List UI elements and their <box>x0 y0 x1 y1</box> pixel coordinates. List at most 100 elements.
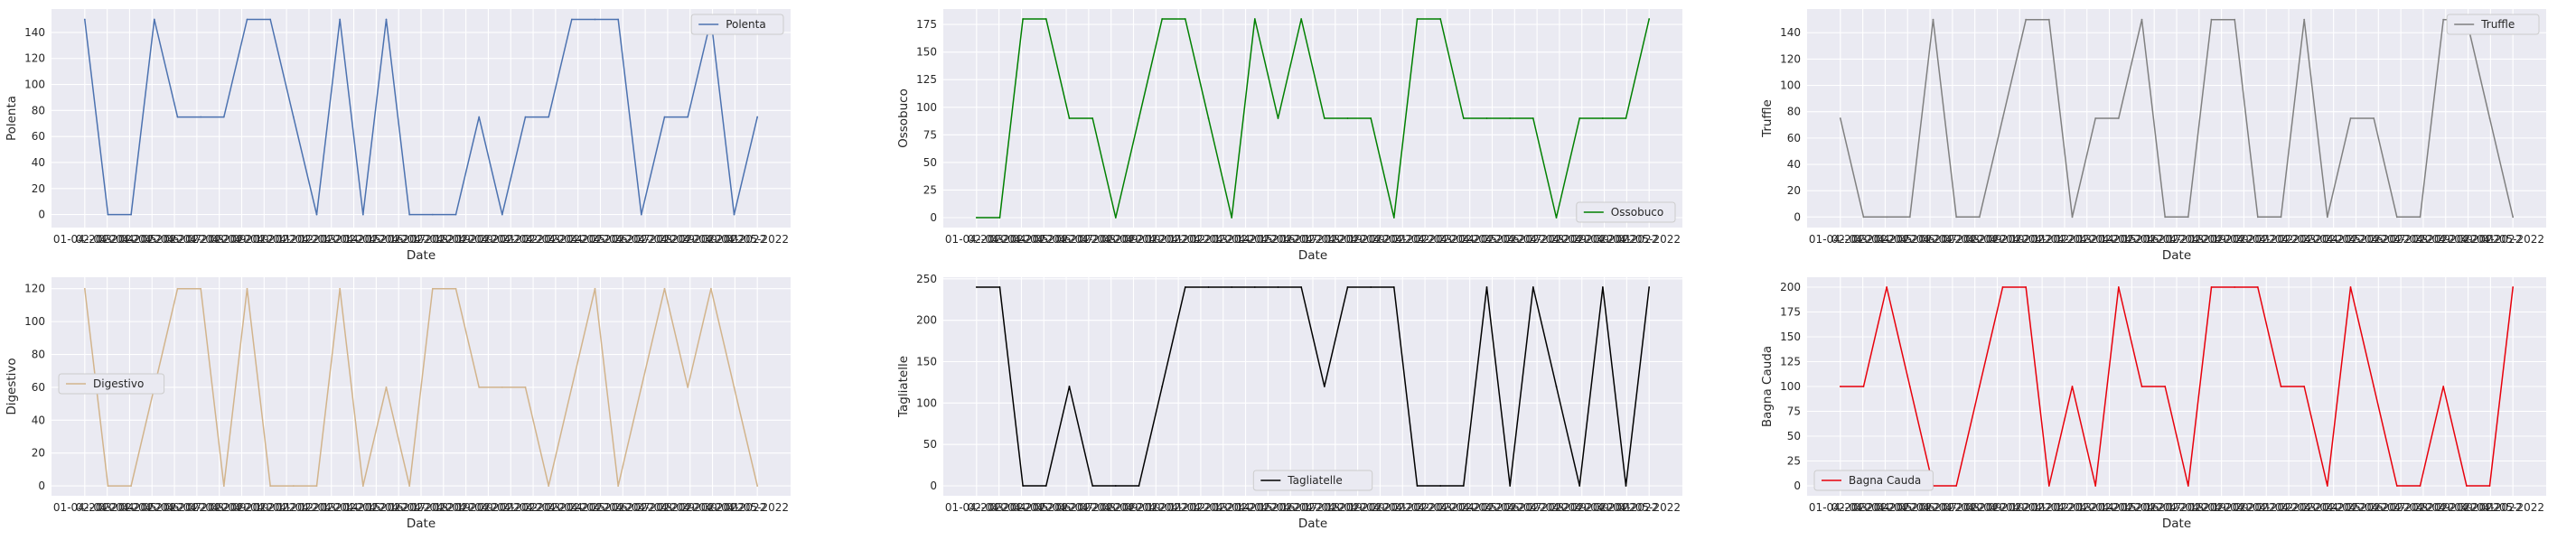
x-tick-label: 08-04-2022 <box>211 501 274 514</box>
subplot-6: 01-04-202202-04-202203-04-202204-04-2022… <box>1760 277 2546 531</box>
x-tick-label: 04-04-2022 <box>1012 233 1075 246</box>
data-point <box>315 485 318 487</box>
data-point <box>709 287 712 290</box>
y-tick-label: 50 <box>1787 430 1801 442</box>
data-point <box>2094 117 2097 119</box>
data-point <box>339 287 342 290</box>
data-point <box>2071 386 2074 387</box>
x-tick-label: 21-04-2022 <box>2257 501 2320 514</box>
data-point <box>1370 286 1372 288</box>
x-tick-label: 24-04-2022 <box>1461 233 1524 246</box>
x-axis-label: Date <box>1298 517 1327 531</box>
x-tick-label: 08-04-2022 <box>1966 233 2029 246</box>
y-tick-label: 50 <box>923 438 937 451</box>
data-point <box>2373 386 2375 387</box>
legend-label: Bagna Cauda <box>1849 474 1921 487</box>
x-tick-label: 18-04-2022 <box>1326 233 1390 246</box>
legend-box <box>58 373 165 395</box>
data-point <box>594 287 596 290</box>
data-point <box>2373 117 2375 119</box>
data-point <box>2071 216 2074 219</box>
y-tick-label: 175 <box>916 18 937 31</box>
x-tick-label: 21-04-2022 <box>501 501 565 514</box>
data-point <box>687 386 689 388</box>
x-tick-label: 20-04-2022 <box>1371 233 1434 246</box>
y-axis-label: Bagna Cauda <box>1760 346 1775 427</box>
data-point <box>2280 216 2282 219</box>
x-tick-label: 19-04-2022 <box>2213 501 2276 514</box>
data-point <box>1277 286 1279 288</box>
x-tick-label: 05-04-2022 <box>1035 501 1098 514</box>
data-point <box>408 485 411 487</box>
y-tick-label: 0 <box>1794 479 1801 492</box>
data-point <box>1932 18 1934 21</box>
x-tick-label: 18-04-2022 <box>1326 501 1390 514</box>
y-tick-label: 25 <box>923 183 937 196</box>
x-tick-label: 20-04-2022 <box>2234 501 2298 514</box>
x-tick-label: 15-04-2022 <box>1259 501 1322 514</box>
data-point <box>548 116 550 118</box>
data-point <box>2465 485 2468 487</box>
data-point <box>361 213 364 216</box>
subplot-4: 01-04-202202-04-202203-04-202204-04-2022… <box>5 277 791 531</box>
data-point <box>1022 485 1025 487</box>
x-axis-label: Date <box>2162 517 2191 531</box>
x-tick-label: 13-04-2022 <box>323 501 386 514</box>
x-tick-label: 10-04-2022 <box>255 501 318 514</box>
data-point <box>1462 117 1465 119</box>
x-tick-label: 12-04-2022 <box>2056 501 2119 514</box>
y-tick-label: 0 <box>1794 210 1801 223</box>
x-tick-label: 06-04-2022 <box>1057 501 1120 514</box>
x-tick-label: 28-04-2022 <box>659 501 722 514</box>
x-tick-label: 03-04-2022 <box>98 233 162 246</box>
data-point <box>2025 286 2028 288</box>
data-point <box>1323 386 1325 387</box>
x-tick-label: 05-04-2022 <box>1898 233 1962 246</box>
x-tick-label: 03-04-2022 <box>1854 233 1917 246</box>
data-point <box>756 485 759 487</box>
x-tick-label: 17-04-2022 <box>2168 501 2231 514</box>
x-tick-label: 18-04-2022 <box>2190 501 2253 514</box>
data-point <box>1955 485 1958 487</box>
data-point <box>361 485 364 487</box>
y-tick-label: 140 <box>24 26 45 39</box>
y-axis-label: Polenta <box>5 96 19 141</box>
x-tick-label: 26-04-2022 <box>2369 501 2432 514</box>
x-tick-label: 21-04-2022 <box>2257 233 2320 246</box>
x-tick-label: 05-04-2022 <box>1898 501 1962 514</box>
x-tick-label: 20-04-2022 <box>479 233 542 246</box>
data-point <box>1346 286 1349 288</box>
x-tick-label: 29-04-2022 <box>2437 501 2500 514</box>
x-tick-label: 02-04-2022 <box>968 501 1031 514</box>
x-tick-label: 16-04-2022 <box>389 501 453 514</box>
data-point <box>1068 386 1071 387</box>
data-point <box>756 116 759 118</box>
x-tick-label: 06-04-2022 <box>165 233 229 246</box>
x-tick-label: 27-04-2022 <box>636 233 699 246</box>
y-tick-label: 20 <box>32 447 45 460</box>
data-point <box>385 386 388 388</box>
x-tick-label: 30-04-2022 <box>2459 501 2523 514</box>
x-tick-label: 11-04-2022 <box>277 233 341 246</box>
x-tick-label: 18-04-2022 <box>2190 233 2253 246</box>
x-tick-label: 19-04-2022 <box>1349 501 1412 514</box>
x-tick-label: 03-04-2022 <box>98 501 162 514</box>
series-line <box>976 18 1650 219</box>
data-point <box>1346 117 1349 119</box>
data-point <box>1231 286 1233 288</box>
data-point <box>2140 386 2143 387</box>
x-tick-label: 10-04-2022 <box>255 233 318 246</box>
data-point <box>2164 386 2167 387</box>
x-tick-label: 24-04-2022 <box>2325 233 2388 246</box>
data-point <box>1625 117 1627 119</box>
x-tick-label: 25-04-2022 <box>2347 233 2410 246</box>
data-point <box>640 213 642 216</box>
data-point <box>733 386 735 388</box>
x-tick-label: 30-04-2022 <box>704 233 767 246</box>
x-tick-label: 16-04-2022 <box>2145 501 2208 514</box>
x-tick-label: 23-04-2022 <box>1438 501 1502 514</box>
x-tick-label: 02-04-2022 <box>1831 501 1895 514</box>
x-tick-label: 17-04-2022 <box>412 233 475 246</box>
x-tick-label: 12-04-2022 <box>1192 233 1255 246</box>
data-point <box>454 287 457 290</box>
